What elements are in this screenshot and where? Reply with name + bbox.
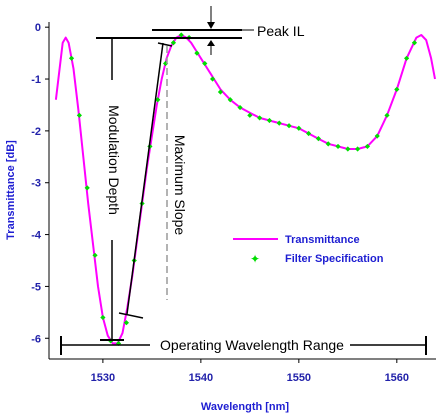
x-tick-label: 1560 [385, 372, 409, 384]
peak-il-label: Peak IL [257, 23, 305, 39]
filter-specification-point [217, 89, 224, 95]
filter-specification-point [210, 76, 216, 82]
filter-specification-point [345, 146, 351, 152]
peak-il-annotation: Peak IL [96, 6, 305, 55]
filter-specification-point [162, 60, 169, 67]
maximum-slope-annotation: Maximum Slope [118, 42, 188, 319]
x-tick-label: 1550 [287, 372, 311, 384]
filter-specification-point [355, 146, 361, 152]
x-tick-label: 1540 [189, 372, 213, 384]
filter-specification-point [411, 40, 418, 46]
peak-il-arrowhead-top [207, 22, 215, 29]
filter-specification-point [170, 40, 177, 46]
y-tick-label: -5 [31, 281, 41, 293]
x-tick-label: 1530 [91, 372, 115, 384]
filter-specification-point [325, 141, 331, 147]
maximum-slope-label: Maximum Slope [172, 135, 188, 236]
legend: Transmittance ✦ Filter Specification [226, 221, 384, 273]
x-axis-title: Wavelength [nm] [201, 401, 290, 413]
filter-specification-point [76, 112, 82, 118]
maximum-slope-label-bg [170, 100, 188, 270]
legend-label-transmittance: Transmittance [285, 234, 360, 246]
operating-range-annotation: Operating Wavelength Range [60, 335, 427, 355]
filter-specification-point [286, 123, 292, 129]
y-tick-label: -3 [31, 178, 41, 190]
modulation-depth-annotation: Modulation Depth [100, 38, 124, 341]
operating-range-label: Operating Wavelength Range [160, 337, 344, 353]
y-tick-label: -1 [31, 74, 41, 86]
filter-specification-point [247, 112, 253, 118]
maximum-slope-line [126, 42, 164, 315]
filter-specification-point [227, 97, 233, 103]
filter-specification-point [68, 55, 75, 61]
modulation-depth-label: Modulation Depth [106, 105, 122, 215]
filter-specification-point [384, 112, 390, 118]
axis-ticks: 1530 1540 1550 1560 0 -1 -2 -3 -4 -5 -6 [31, 22, 409, 384]
filter-specification-point [335, 143, 341, 150]
operating-range-label-bg [150, 335, 350, 354]
filter-specification-point [276, 120, 282, 126]
filter-specification-point [266, 117, 273, 124]
filter-specification-point [306, 130, 312, 137]
series-line-transmittance [54, 34, 436, 345]
filter-specification-point [374, 133, 380, 139]
y-tick-label: 0 [35, 22, 41, 34]
legend-label-filter-specification: Filter Specification [285, 253, 384, 265]
filter-specification-point [115, 340, 122, 347]
y-tick-label: -2 [31, 126, 41, 138]
filter-specification-point [296, 125, 302, 131]
maximum-slope-cap-low [118, 312, 144, 319]
filter-specification-point [404, 55, 410, 61]
filter-specification-point [123, 320, 129, 326]
y-axis-title: Transmittance [dB] [5, 140, 17, 240]
series-layer [54, 32, 436, 347]
legend-box [226, 221, 374, 273]
filter-specification-point [257, 115, 263, 121]
filter-specification-point [394, 86, 400, 92]
peak-il-arrowhead-bottom [207, 40, 215, 46]
filter-specification-point [155, 97, 161, 103]
filter-specification-point [194, 50, 200, 56]
modulation-depth-label-bg [104, 80, 124, 240]
y-tick-label: -6 [31, 333, 41, 345]
filter-specification-point [178, 32, 184, 38]
filter-specification-point [202, 60, 208, 67]
filter-specification-point [237, 104, 243, 111]
maximum-slope-cap-high [157, 42, 173, 47]
filter-specification-point [84, 185, 90, 191]
filter-specification-point [100, 314, 106, 321]
y-tick-label: -4 [31, 230, 42, 242]
filter-specification-point [92, 252, 98, 258]
filter-specification-point [364, 143, 371, 150]
filter-specification-point [315, 136, 322, 142]
legend-swatch-filter-specification: ✦ [250, 252, 260, 266]
